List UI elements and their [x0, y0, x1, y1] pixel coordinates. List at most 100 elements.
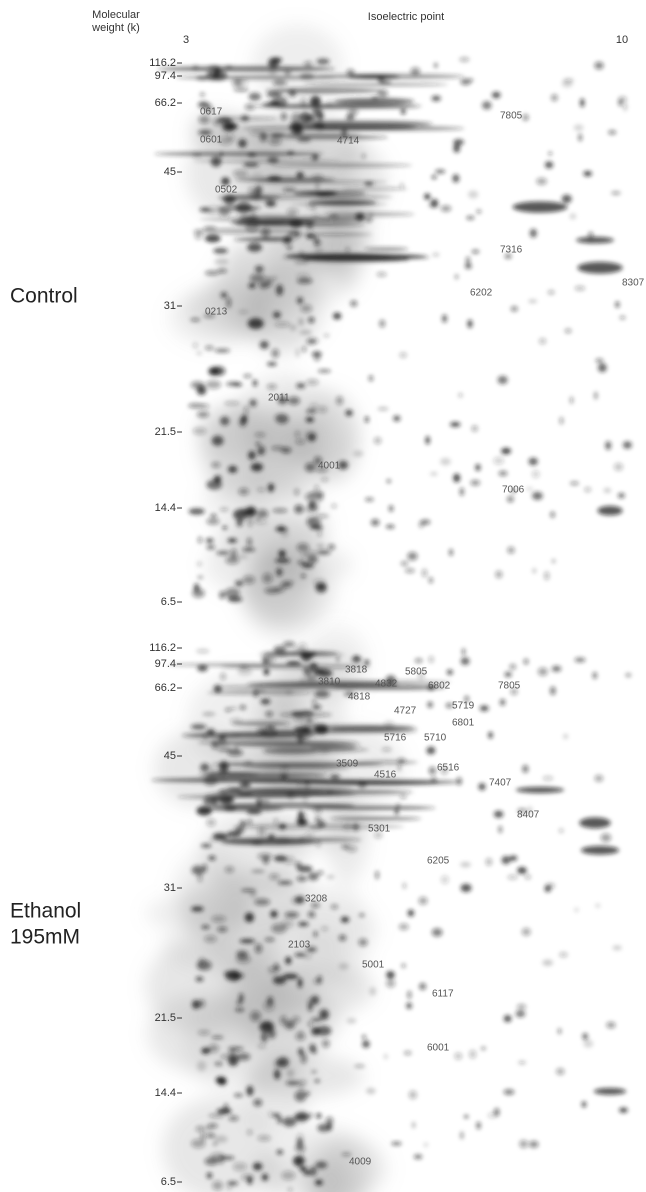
- spot: [307, 872, 319, 881]
- spot: [314, 817, 321, 822]
- spot: [440, 766, 449, 775]
- spot: [301, 728, 313, 734]
- spot: [204, 345, 214, 351]
- spot: [272, 508, 288, 513]
- spot: [218, 789, 228, 794]
- spot: [559, 951, 568, 958]
- spot: [192, 152, 202, 158]
- spot: [400, 108, 406, 115]
- spot: [504, 254, 512, 259]
- spot: [237, 554, 248, 560]
- spot: [208, 1113, 225, 1119]
- spot: [313, 805, 323, 815]
- spot: [608, 130, 617, 135]
- spot: [238, 993, 244, 1003]
- streak: [271, 163, 413, 167]
- spot: [521, 927, 531, 936]
- spot: [234, 746, 239, 752]
- spot: [228, 1046, 244, 1051]
- spot: [481, 1046, 486, 1051]
- spot: [491, 91, 501, 99]
- spot: [469, 1049, 477, 1059]
- spot: [498, 470, 508, 476]
- spot: [442, 314, 448, 323]
- spot: [267, 175, 282, 182]
- spot: [559, 416, 564, 425]
- spot: [361, 1034, 367, 1039]
- spot: [296, 297, 304, 304]
- spot: [223, 194, 236, 205]
- spot: [196, 411, 209, 418]
- spot: [345, 409, 353, 417]
- spot: [226, 1186, 232, 1190]
- spot: [212, 833, 228, 840]
- spot: [322, 1039, 330, 1048]
- spot: [410, 67, 421, 76]
- spot: [316, 58, 330, 65]
- spot: [299, 330, 312, 336]
- spot: [583, 1039, 594, 1048]
- spot: [460, 657, 470, 665]
- spot: [274, 1073, 280, 1077]
- spot: [516, 1004, 527, 1010]
- spot: [550, 686, 556, 696]
- spot: [427, 202, 435, 208]
- spot: [262, 855, 270, 865]
- streak: [220, 664, 371, 670]
- haze: [325, 792, 369, 883]
- spot: [191, 906, 204, 912]
- spot: [619, 1107, 628, 1113]
- spot-label: 0601: [200, 135, 223, 146]
- spot: [420, 519, 431, 525]
- spot: [254, 520, 268, 525]
- spot: [289, 219, 303, 228]
- spot: [397, 764, 401, 771]
- spot: [456, 777, 462, 786]
- spot: [254, 898, 271, 906]
- spot: [217, 747, 233, 752]
- spot: [352, 822, 360, 831]
- spot: [205, 205, 222, 215]
- spot: [206, 70, 220, 81]
- spot: [191, 1138, 206, 1149]
- spot: [476, 209, 482, 214]
- streak: [292, 680, 452, 684]
- spot: [464, 263, 472, 269]
- spot-label: 4727: [394, 706, 417, 717]
- spot-label: 6001: [427, 1043, 450, 1054]
- spot: [243, 374, 252, 378]
- streak: [281, 255, 431, 260]
- spot: [615, 301, 620, 308]
- spot: [600, 833, 612, 843]
- spot: [268, 969, 278, 976]
- spot: [267, 156, 279, 164]
- spot: [253, 688, 259, 698]
- spot: [261, 726, 278, 738]
- spot: [311, 668, 326, 673]
- spot: [227, 596, 243, 602]
- spot: [286, 661, 301, 665]
- mw-tick-label: 31: [164, 882, 176, 894]
- spot: [425, 436, 430, 445]
- spot-label: 4714: [337, 136, 360, 147]
- spot: [314, 690, 330, 698]
- mw-tick-label: 66.2: [155, 682, 176, 694]
- spot: [299, 1165, 307, 1171]
- spot: [212, 119, 224, 126]
- spot: [428, 766, 437, 775]
- spot: [251, 869, 265, 873]
- spot: [327, 544, 336, 550]
- spot: [347, 108, 359, 116]
- spot: [316, 839, 321, 848]
- spot: [597, 363, 607, 373]
- spot: [263, 1000, 275, 1012]
- spot: [429, 746, 435, 752]
- spot: [235, 580, 244, 587]
- spot-label: 5710: [424, 733, 447, 744]
- spot: [313, 350, 321, 362]
- spot: [458, 393, 463, 398]
- spot: [581, 1101, 587, 1108]
- spot-label: 4009: [349, 1157, 372, 1168]
- spot: [509, 663, 517, 670]
- streak: [231, 743, 362, 747]
